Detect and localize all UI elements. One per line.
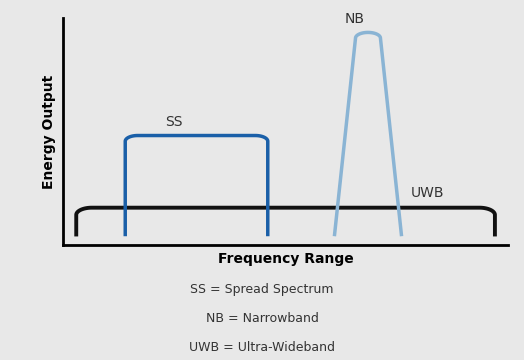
Text: SS = Spread Spectrum: SS = Spread Spectrum: [190, 283, 334, 296]
Text: UWB = Ultra-Wideband: UWB = Ultra-Wideband: [189, 341, 335, 354]
X-axis label: Frequency Range: Frequency Range: [217, 252, 354, 266]
Text: UWB: UWB: [410, 186, 444, 200]
Text: NB: NB: [345, 12, 365, 26]
Text: NB = Narrowband: NB = Narrowband: [205, 312, 319, 325]
Y-axis label: Energy Output: Energy Output: [42, 74, 56, 189]
Text: SS: SS: [166, 115, 183, 129]
